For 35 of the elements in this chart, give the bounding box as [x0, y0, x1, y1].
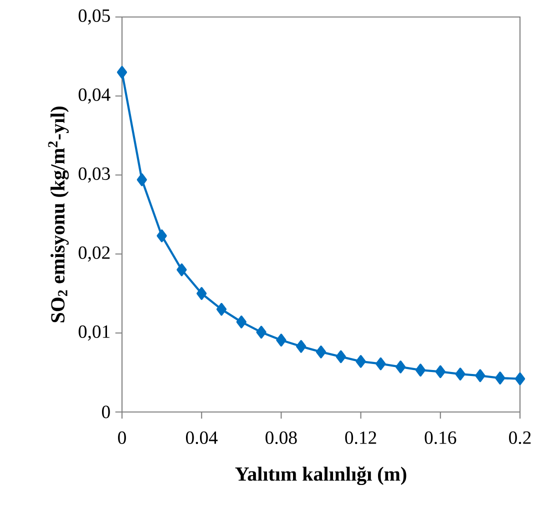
point	[176, 263, 187, 276]
point	[196, 287, 207, 300]
y-tick-label: 0,04	[78, 88, 110, 104]
point	[514, 372, 526, 386]
point	[256, 326, 266, 339]
point	[276, 334, 286, 346]
point	[435, 365, 446, 378]
point	[336, 350, 346, 364]
point	[396, 360, 406, 374]
point	[136, 173, 147, 186]
y-tick-label: 0,05	[78, 9, 110, 25]
point	[356, 355, 366, 368]
point	[475, 369, 486, 382]
y-tick-label: 0,01	[78, 325, 110, 341]
x-tick-label: 0.08	[266, 431, 297, 444]
point	[296, 340, 306, 353]
point	[495, 372, 506, 384]
point	[455, 368, 466, 380]
y-tick-label: 0,03	[78, 167, 110, 183]
point	[216, 302, 227, 316]
x-tick-label: 0.16	[424, 431, 456, 444]
point	[236, 316, 246, 328]
point	[415, 364, 426, 377]
x-tick-label: 0	[118, 431, 126, 444]
y-tick-label: 0	[102, 406, 110, 418]
point	[316, 346, 326, 358]
point	[156, 229, 167, 242]
x-tick-label: 0.04	[186, 431, 218, 444]
x-axis-title: Yalıtım kalınlığı (m)	[235, 466, 406, 486]
x-tick-label: 0.2	[509, 431, 531, 444]
point	[116, 66, 128, 79]
x-tick-label: 0.12	[345, 431, 376, 444]
point	[376, 357, 386, 370]
y-tick-label: 0,02	[78, 246, 110, 262]
y-axis-title: SO$_{2}$ emisyonu (kg/m$^{2}$-yıl)	[48, 106, 69, 322]
